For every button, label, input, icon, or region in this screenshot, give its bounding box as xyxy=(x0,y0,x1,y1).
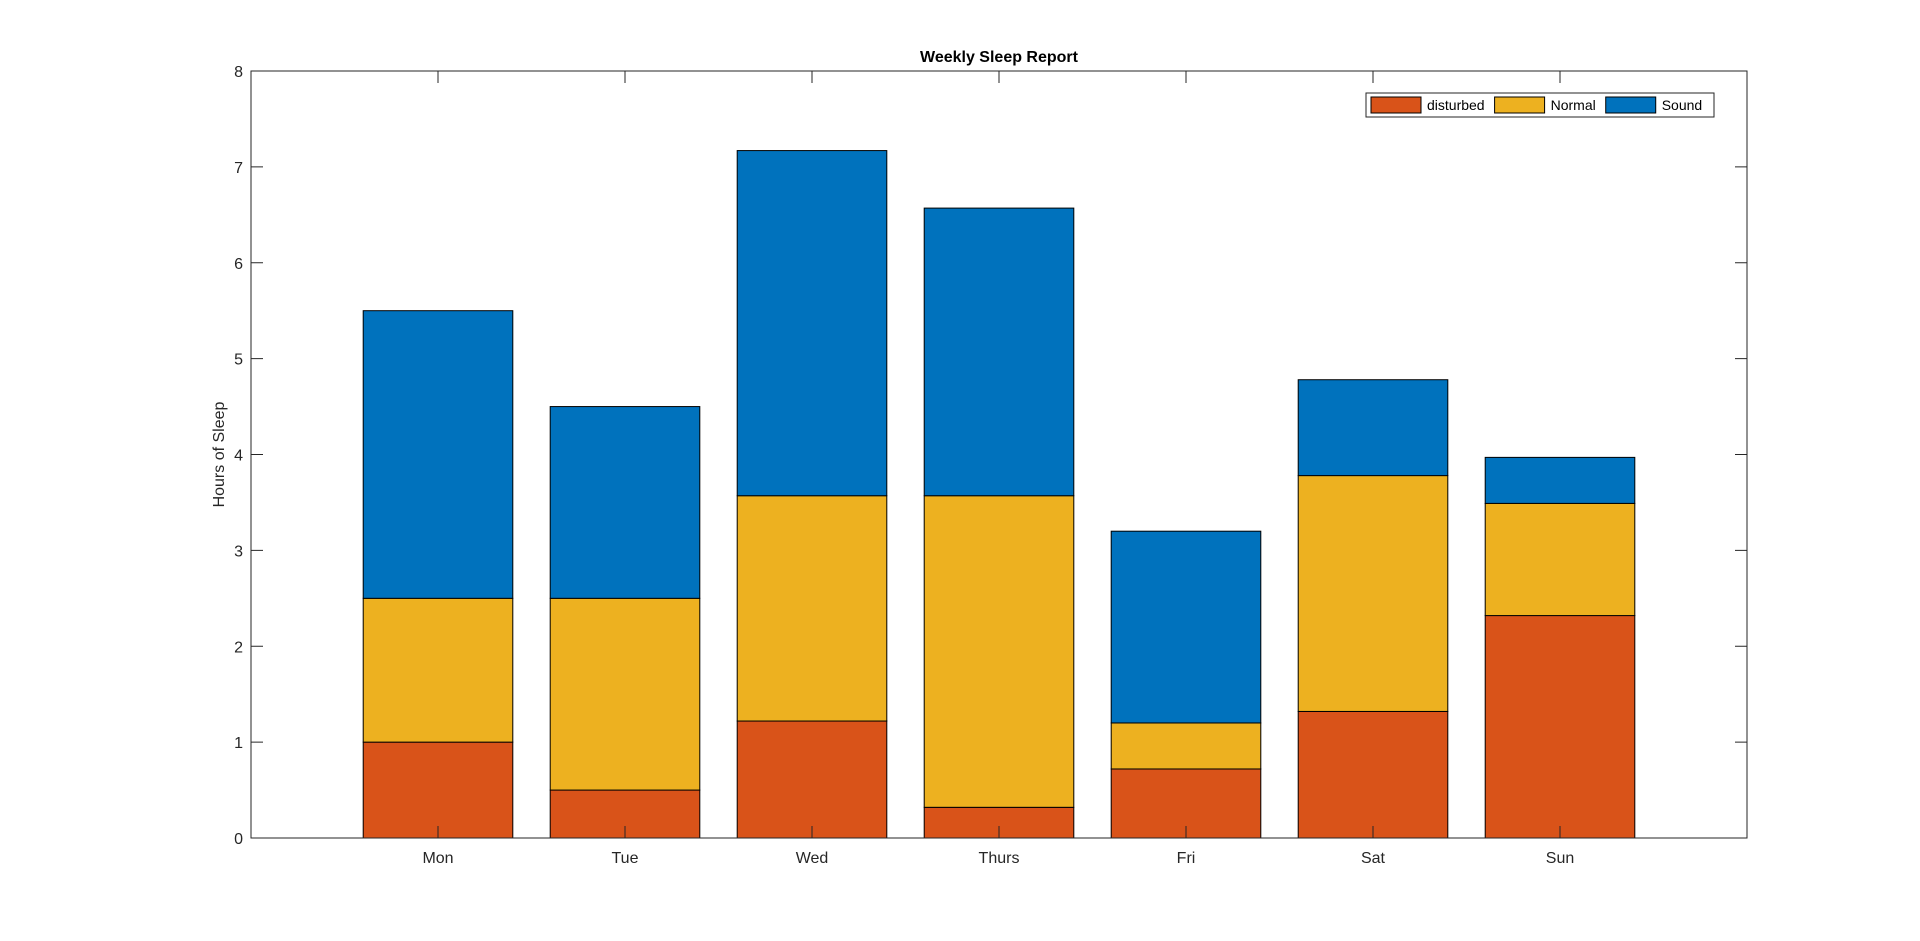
bar-fri-normal xyxy=(1110,722,1262,770)
bar-thurs-sound xyxy=(923,207,1075,497)
bar-sun-disturbed xyxy=(1484,615,1636,839)
bar-thurs-normal xyxy=(923,495,1075,808)
y-tick-label: 4 xyxy=(234,448,243,465)
legend: disturbed Normal Sound xyxy=(1365,92,1715,118)
x-tick-label-thurs: Thurs xyxy=(979,850,1020,867)
y-tick-label: 7 xyxy=(234,160,243,177)
bar-wed-sound xyxy=(736,150,888,497)
bar-sat-sound xyxy=(1297,379,1449,477)
y-tick-label: 2 xyxy=(234,639,243,656)
legend-label-normal: Normal xyxy=(1551,97,1596,113)
bar-wed-disturbed xyxy=(736,720,888,839)
bar-sun-sound xyxy=(1484,456,1636,504)
y-tick-label: 6 xyxy=(234,256,243,273)
bar-sat-disturbed xyxy=(1297,710,1449,839)
bars-layer xyxy=(362,150,1636,839)
bar-mon-sound xyxy=(362,310,514,599)
bar-tue-sound xyxy=(549,406,701,599)
y-tick-label: 5 xyxy=(234,352,243,369)
x-tick-label-sun: Sun xyxy=(1546,850,1574,867)
bar-fri-sound xyxy=(1110,530,1262,724)
legend-swatch-normal xyxy=(1494,96,1546,114)
x-tick-label-tue: Tue xyxy=(612,850,639,867)
legend-label-sound: Sound xyxy=(1662,97,1702,113)
legend-swatch-sound xyxy=(1605,96,1657,114)
bar-tue-normal xyxy=(549,597,701,791)
bar-sat-normal xyxy=(1297,475,1449,712)
y-tick-label: 3 xyxy=(234,543,243,560)
legend-swatch-disturbed xyxy=(1370,96,1422,114)
y-axis-label: Hours of Sleep xyxy=(211,401,228,507)
bar-sun-normal xyxy=(1484,502,1636,617)
x-tick-label-mon: Mon xyxy=(422,850,453,867)
legend-label-disturbed: disturbed xyxy=(1427,97,1485,113)
bar-mon-normal xyxy=(362,597,514,743)
chart-title: Weekly Sleep Report xyxy=(920,49,1079,66)
y-tick-label: 1 xyxy=(234,735,243,752)
bar-mon-disturbed xyxy=(362,741,514,839)
ticks-layer: 0 1 2 3 4 5 6 7 8 Mon Tue Wed Thurs Fri Sat Sun xyxy=(234,64,1747,867)
x-tick-label-wed: Wed xyxy=(796,850,829,867)
bar-wed-normal xyxy=(736,495,888,722)
x-tick-label-sat: Sat xyxy=(1361,850,1386,867)
y-tick-label: 0 xyxy=(234,831,243,848)
y-tick-label: 8 xyxy=(234,64,243,81)
x-tick-label-fri: Fri xyxy=(1177,850,1196,867)
